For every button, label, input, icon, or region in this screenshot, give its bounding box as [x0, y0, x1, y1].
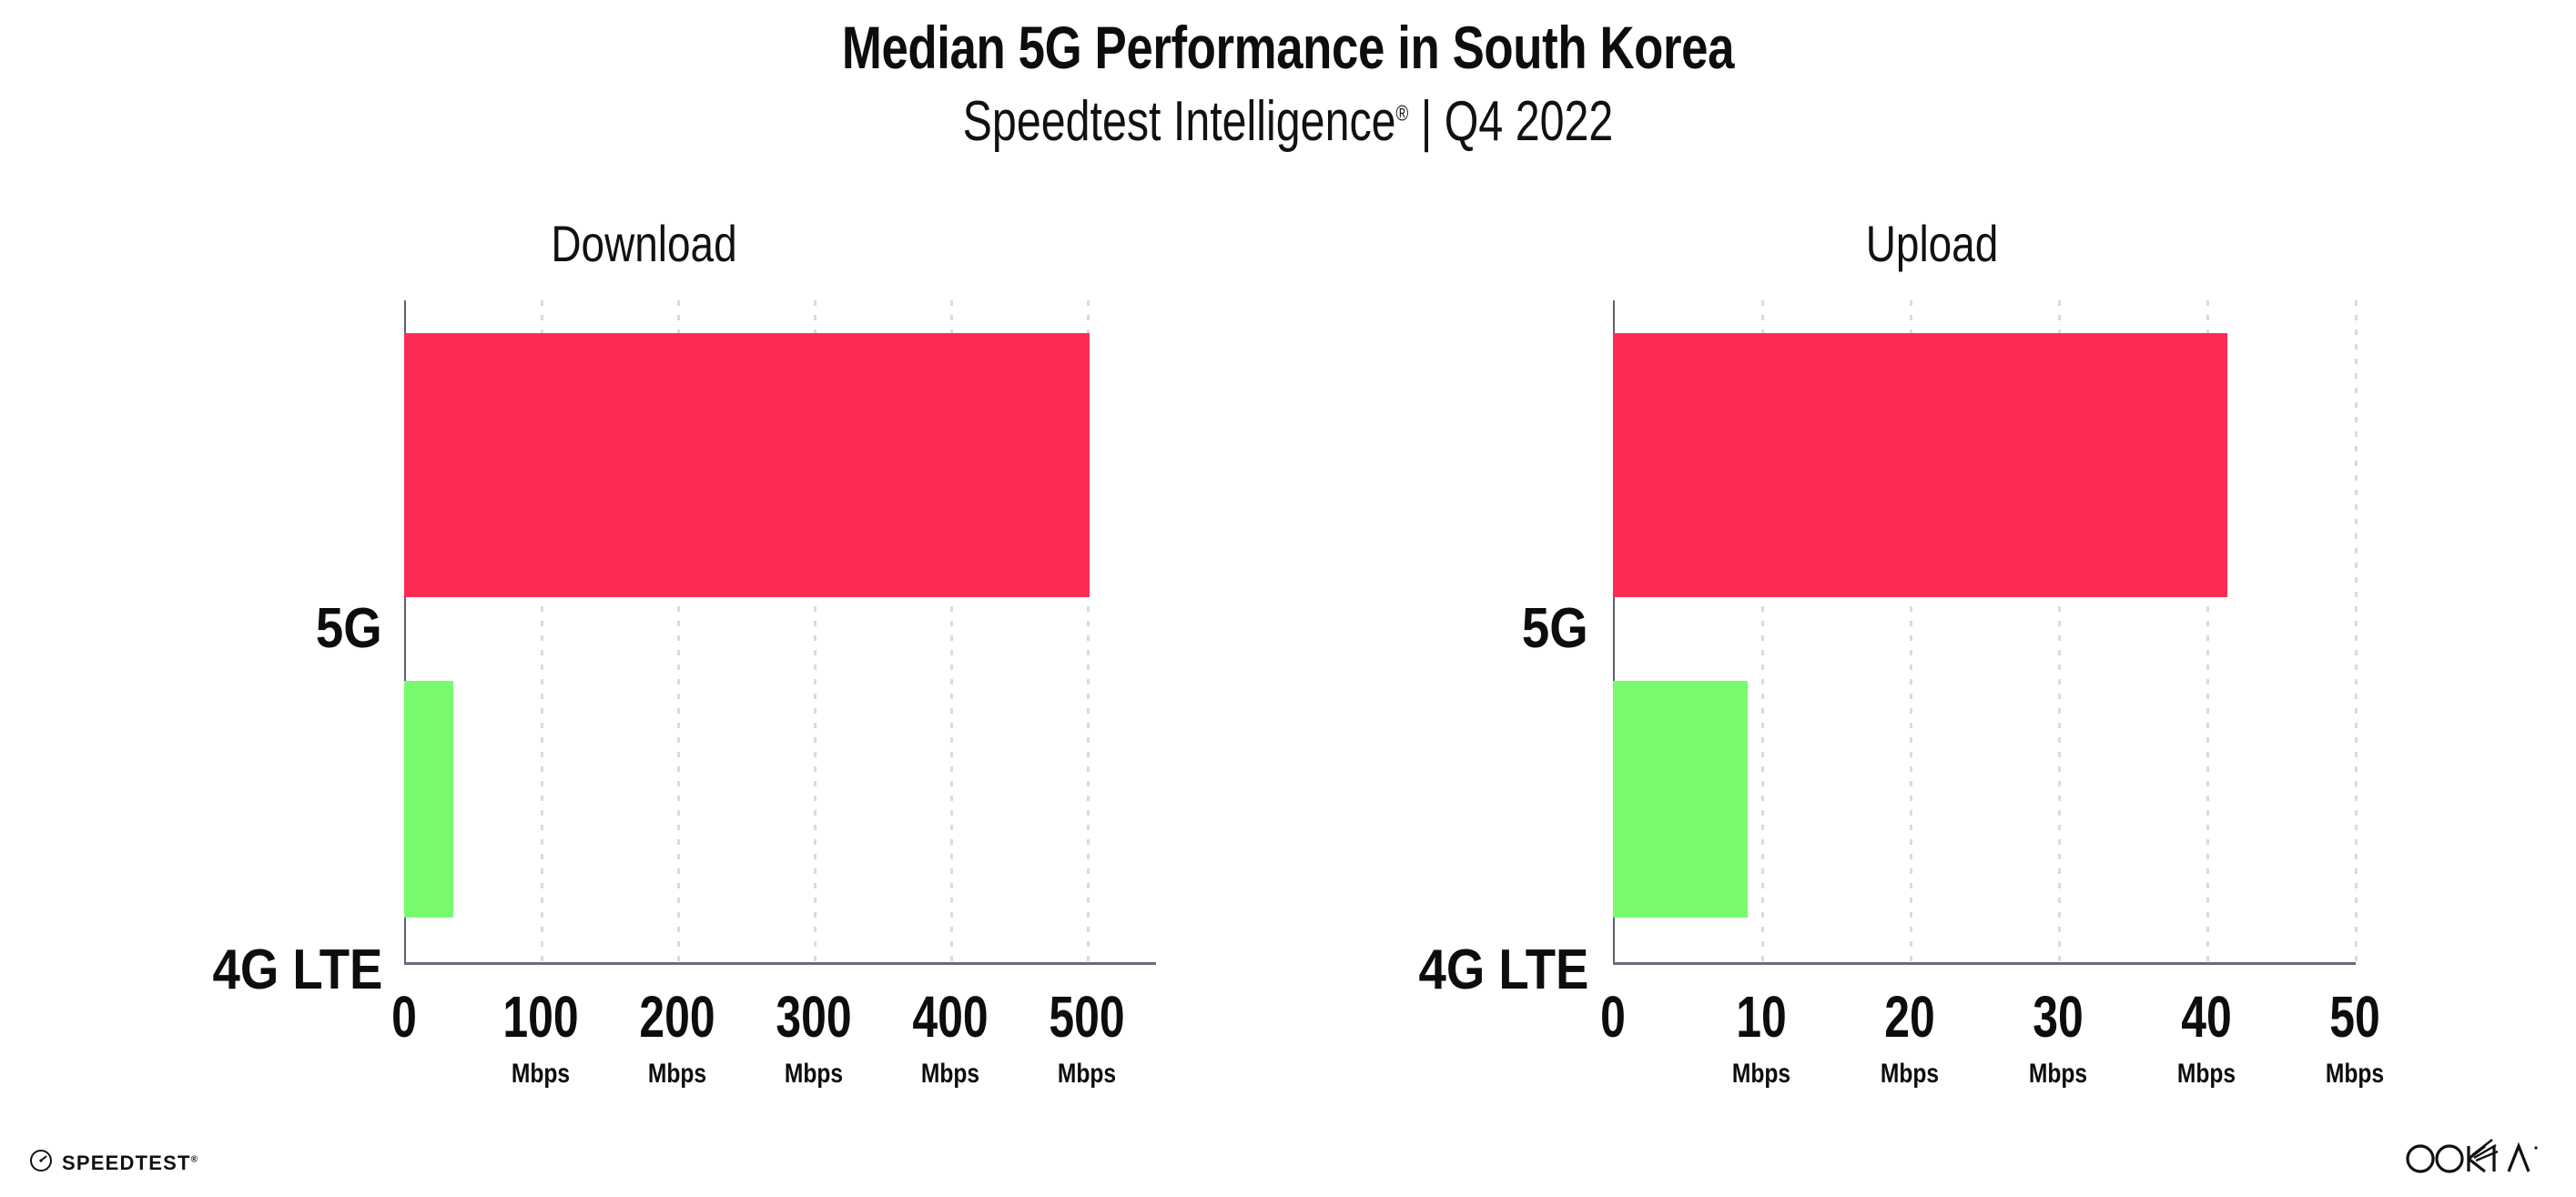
category-label-5g-upload: 5G: [1522, 597, 1588, 660]
gridline-400: [950, 300, 953, 965]
x-tick-200: 200 Mbps: [629, 988, 726, 1088]
gridline-100: [541, 300, 543, 965]
x-tick-100-value: 100: [502, 984, 579, 1050]
registered-trademark-icon: ®: [1395, 101, 1409, 127]
category-label-5g-download: 5G: [316, 597, 382, 660]
x-tick-10-unit: Mbps: [1731, 1059, 1791, 1089]
x-tick-10-value: 10: [1736, 984, 1787, 1050]
x-axis-upload: [1613, 962, 2356, 965]
x-tick-100-unit: Mbps: [511, 1059, 571, 1089]
chart-header: Median 5G Performance in South Korea Spe…: [0, 0, 2576, 154]
x-tick-500-unit: Mbps: [1057, 1059, 1117, 1089]
gridline-40: [2206, 300, 2209, 965]
x-tick-10: 10 Mbps: [1726, 988, 1797, 1088]
speedtest-registered-icon: ®: [190, 1154, 199, 1165]
ookla-logo-mark: OOKLA: [2406, 1139, 2538, 1173]
category-label-4glte-download: 4G LTE: [212, 938, 382, 1001]
bar-5g-download: [404, 333, 1090, 597]
x-axis-download: [404, 962, 1156, 965]
bar-4glte-upload: [1613, 681, 1748, 918]
panel-upload: Upload 5G 4G LTE 0 10 Mbps 20: [1288, 214, 2576, 1088]
x-tick-0-value: 0: [391, 984, 417, 1050]
subtitle-period: | Q4 2022: [1408, 90, 1614, 153]
x-tick-200-value: 200: [639, 984, 715, 1050]
speedometer-icon: [29, 1149, 53, 1177]
x-tick-0: 0: [1597, 988, 1629, 1060]
panel-title-upload: Upload: [1865, 215, 1999, 272]
x-tick-50-unit: Mbps: [2325, 1059, 2385, 1089]
x-tick-40-value: 40: [2181, 984, 2232, 1050]
gridline-500: [1087, 300, 1090, 965]
panel-download: Download 5G 4G LTE 0 100 Mbps 20: [0, 214, 1288, 1088]
x-tick-30: 30 Mbps: [2023, 988, 2094, 1088]
speedtest-logo: SPEEDTEST®: [29, 1149, 198, 1177]
category-label-4glte-upload: 4G LTE: [1418, 938, 1588, 1001]
chart-footer: SPEEDTEST® OOKLA: [0, 1133, 2576, 1197]
page-subtitle: Speedtest Intelligence® | Q4 2022: [283, 89, 2292, 154]
x-tick-0-value: 0: [1600, 984, 1626, 1050]
x-tick-20-unit: Mbps: [1880, 1059, 1940, 1089]
x-tick-labels-upload: 0 10 Mbps 20 Mbps 30 Mbps 40 Mbps 50 Mbp…: [1600, 988, 2384, 1115]
speedtest-wordmark: SPEEDTEST®: [62, 1151, 198, 1175]
gridline-20: [1910, 300, 1912, 965]
bar-4glte-download: [404, 681, 453, 918]
gridline-30: [2058, 300, 2061, 965]
panel-title-download: Download: [551, 215, 737, 272]
x-tick-labels-download: 0 100 Mbps 200 Mbps 300 Mbps 400 Mbps 50…: [391, 988, 1156, 1115]
x-tick-400: 400 Mbps: [902, 988, 999, 1088]
x-tick-20-value: 20: [1884, 984, 1935, 1050]
x-tick-300-unit: Mbps: [784, 1059, 844, 1089]
x-tick-400-value: 400: [912, 984, 989, 1050]
x-tick-50-value: 50: [2329, 984, 2380, 1050]
gridline-300: [814, 300, 816, 965]
ookla-logo: OOKLA: [2398, 1136, 2552, 1182]
x-tick-30-value: 30: [2033, 984, 2084, 1050]
x-tick-500-value: 500: [1049, 984, 1125, 1050]
gridline-200: [677, 300, 680, 965]
x-tick-100: 100 Mbps: [492, 988, 590, 1088]
x-tick-30-unit: Mbps: [2028, 1059, 2088, 1089]
x-tick-20: 20 Mbps: [1874, 988, 1945, 1088]
gridline-10: [1761, 300, 1764, 965]
y-axis-upload: [1613, 300, 1615, 965]
gridline-50: [2355, 300, 2358, 965]
bar-5g-upload: [1613, 333, 2227, 597]
x-tick-50: 50 Mbps: [2319, 988, 2390, 1088]
x-tick-0: 0: [388, 988, 421, 1060]
plot-area-upload: [1613, 300, 2358, 965]
x-tick-300-value: 300: [776, 984, 852, 1050]
y-axis-download: [404, 300, 406, 965]
plot-area-download: [404, 300, 1156, 965]
x-tick-300: 300 Mbps: [766, 988, 863, 1088]
page-title: Median 5G Performance in South Korea: [841, 14, 1735, 81]
x-tick-40-unit: Mbps: [2176, 1059, 2236, 1089]
x-tick-500: 500 Mbps: [1039, 988, 1136, 1088]
subtitle-source: Speedtest Intelligence: [962, 90, 1396, 153]
x-tick-200-unit: Mbps: [647, 1059, 707, 1089]
speedtest-wordmark-text: SPEEDTEST: [62, 1151, 191, 1174]
x-tick-40: 40 Mbps: [2171, 988, 2242, 1088]
x-tick-400-unit: Mbps: [920, 1059, 980, 1089]
